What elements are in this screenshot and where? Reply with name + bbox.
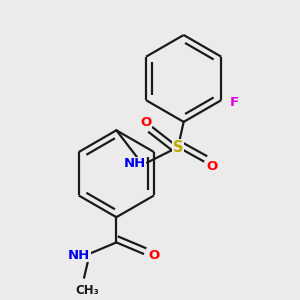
Text: O: O [206, 160, 217, 173]
Text: S: S [173, 140, 183, 154]
Text: NH: NH [124, 158, 146, 170]
Text: O: O [148, 248, 159, 262]
Text: NH: NH [68, 248, 90, 262]
Text: CH₃: CH₃ [75, 284, 99, 298]
Text: F: F [229, 97, 239, 110]
Text: O: O [140, 116, 152, 129]
